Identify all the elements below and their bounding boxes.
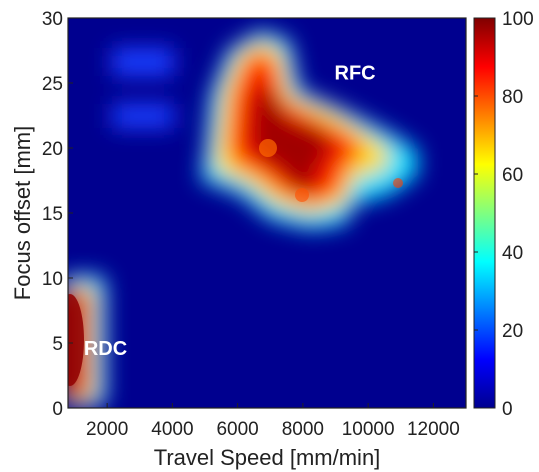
colorbar-ticks: 0 20 40 60 80 100 bbox=[474, 9, 534, 420]
rdc-peak bbox=[68, 294, 84, 386]
x-tick-label: 6000 bbox=[216, 419, 258, 440]
annotation-rfc: RFC bbox=[335, 63, 376, 85]
colorbar-tick-label: 40 bbox=[502, 243, 523, 264]
annotation-rdc: RDC bbox=[84, 338, 127, 360]
x-tick-label: 4000 bbox=[151, 419, 193, 440]
faint-region-lower bbox=[112, 104, 174, 128]
y-tick-label: 15 bbox=[42, 204, 63, 225]
colorbar-tick-label: 20 bbox=[502, 321, 523, 342]
y-tick-label: 5 bbox=[52, 334, 63, 355]
colorbar-tick-label: 100 bbox=[502, 9, 534, 30]
colorbar-tick-label: 80 bbox=[502, 87, 523, 108]
x-tick-label: 8000 bbox=[282, 419, 324, 440]
x-tick-label: 10000 bbox=[342, 419, 395, 440]
colorbar-tick-label: 60 bbox=[502, 165, 523, 186]
rfc-hole-1 bbox=[259, 139, 277, 157]
colorbar bbox=[473, 17, 496, 409]
rfc-peak bbox=[250, 80, 335, 192]
faint-region-upper bbox=[112, 48, 174, 76]
y-tick-label: 20 bbox=[42, 139, 63, 160]
y-tick-label: 10 bbox=[42, 269, 63, 290]
x-tick-label: 12000 bbox=[407, 419, 460, 440]
y-tick-label: 25 bbox=[42, 74, 63, 95]
rfc-hole-2 bbox=[295, 188, 309, 202]
y-axis-ticks: 0 5 10 15 20 25 30 bbox=[42, 9, 73, 420]
y-axis-label: Focus offset [mm] bbox=[10, 126, 35, 300]
y-tick-label: 30 bbox=[42, 9, 63, 30]
rfc-spot-right bbox=[393, 178, 403, 188]
x-axis-ticks: 2000 4000 6000 8000 10000 12000 bbox=[86, 403, 460, 440]
x-tick-label: 2000 bbox=[86, 419, 128, 440]
x-axis-label: Travel Speed [mm/min] bbox=[154, 445, 381, 470]
heat-map-field bbox=[68, 30, 418, 407]
colorbar-tick-label: 0 bbox=[502, 399, 513, 420]
y-tick-label: 0 bbox=[52, 399, 63, 420]
